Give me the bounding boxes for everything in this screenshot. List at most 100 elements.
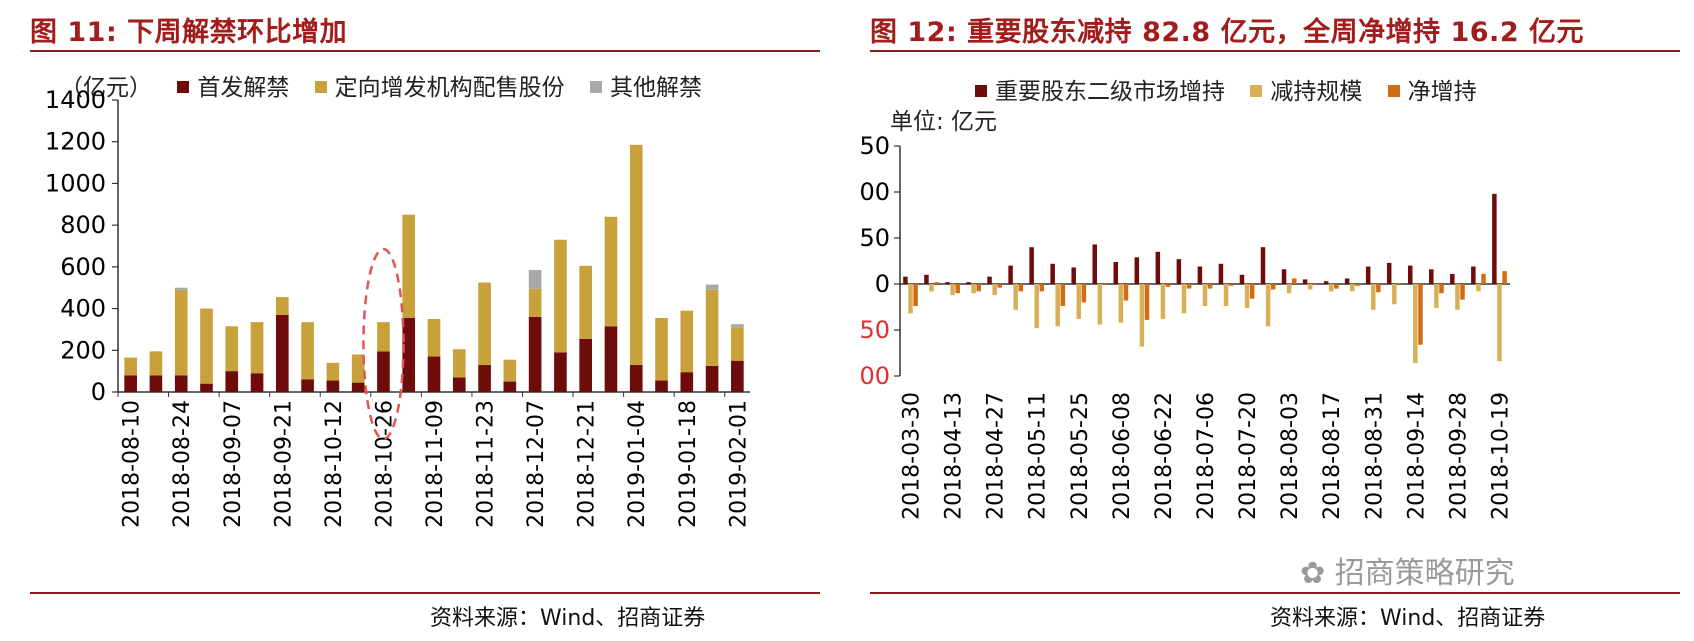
bar-placement	[579, 265, 592, 339]
y-tick-label: 200	[60, 336, 106, 364]
bar-net	[1481, 273, 1486, 284]
legend-item-reduction: 减持规模	[1250, 72, 1362, 106]
bar-major-increase	[1302, 279, 1308, 284]
bar-reduction	[1118, 284, 1124, 323]
left-source: 资料来源：Wind、招商证券	[430, 606, 706, 631]
bar-ipo	[528, 316, 542, 392]
bar-net	[976, 284, 981, 292]
x-tick-label: 2018-10-12	[322, 400, 347, 528]
x-tick-label: 2018-07-20	[1236, 392, 1261, 520]
legend-label-placement: 定向增发机构配售股份	[334, 75, 565, 101]
bar-reduction	[971, 284, 976, 294]
bar-major-increase	[1134, 257, 1140, 284]
x-tick-label: 2018-04-13	[942, 392, 967, 520]
x-tick-label: 2019-01-18	[676, 400, 701, 528]
bar-placement	[326, 362, 340, 381]
bar-other	[174, 287, 188, 290]
bar-net	[1334, 284, 1339, 289]
bar-net	[913, 284, 918, 307]
bar-placement	[174, 289, 188, 376]
bar-ipo	[680, 372, 694, 392]
bar-major-increase	[945, 282, 950, 284]
right-chart-panel: 图 12: 重要股东减持 82.8 亿元，全周净增持 16.2 亿元 重要股东二…	[860, 0, 1694, 641]
y-tick-label: -100	[860, 362, 890, 390]
bar-major-increase	[1113, 261, 1119, 284]
bar-major-increase	[1092, 244, 1097, 284]
bar-placement	[503, 359, 517, 382]
bar-net	[1502, 271, 1507, 284]
bar-net	[1291, 278, 1297, 284]
x-tick-label: 2018-09-14	[1404, 392, 1429, 520]
bar-major-increase	[1471, 266, 1476, 284]
bar-net	[955, 284, 960, 294]
bar-placement	[124, 357, 137, 376]
bar-reduction	[1265, 284, 1271, 327]
legend-item-other: 其他解禁	[589, 68, 702, 102]
watermark: ✿ 招商策略研究	[1300, 548, 1515, 592]
bar-net	[1249, 284, 1255, 299]
x-tick-label: 2018-10-19	[1488, 392, 1513, 520]
y-tick-label: 1400	[45, 86, 106, 114]
right-source: 资料来源：Wind、招商证券	[1270, 606, 1546, 631]
bar-ipo	[604, 326, 618, 392]
y-tick-label: 1200	[45, 128, 106, 156]
bar-major-increase	[1218, 263, 1224, 284]
bar-placement	[301, 322, 314, 380]
bar-net	[1018, 284, 1024, 292]
x-tick-label: 2018-09-21	[271, 400, 296, 528]
bar-major-increase	[1155, 251, 1161, 284]
right-chart-svg: -100 -50 0 50 100 150 2018-03-30 2018-04-13 2018…	[860, 132, 1513, 520]
bar-net	[1228, 284, 1234, 286]
bar-ipo	[503, 381, 517, 392]
bar-major-increase	[1197, 266, 1203, 284]
legend-item-ipo: 首发解禁	[177, 68, 289, 102]
bar-reduction	[929, 284, 934, 292]
bar-reduction	[992, 284, 997, 296]
bar-net	[934, 282, 939, 284]
x-tick-label: 2018-10-26	[372, 400, 397, 528]
bar-net	[1186, 284, 1192, 289]
bar-major-increase	[924, 274, 929, 284]
bar-ipo	[478, 364, 491, 392]
bar-ipo	[149, 375, 163, 392]
watermark-text: 招商策略研究	[1334, 556, 1515, 591]
bar-ipo	[351, 382, 365, 392]
legend-item-major-increase: 重要股东二级市场增持	[975, 72, 1225, 106]
right-title-rule	[870, 50, 1680, 52]
bar-net	[1460, 284, 1465, 300]
bar-reduction	[950, 284, 955, 296]
bar-reduction	[1244, 284, 1250, 308]
x-tick-label: 2018-11-23	[474, 400, 499, 528]
bar-major-increase	[1239, 274, 1245, 284]
bar-major-increase	[1344, 278, 1350, 284]
bar-reduction	[1307, 284, 1313, 290]
bar-placement	[427, 319, 441, 357]
bar-ipo	[326, 380, 340, 392]
bar-placement	[604, 216, 618, 327]
legend-label-other: 其他解禁	[609, 75, 702, 101]
bar-reduction	[1392, 284, 1397, 305]
x-tick-label: 2019-02-01	[726, 400, 751, 528]
left-legend: （亿元） 首发解禁 定向增发机构配售股份 其他解禁	[60, 68, 720, 102]
y-tick-label: 100	[860, 178, 890, 206]
bar-placement	[452, 349, 466, 378]
bar-placement	[276, 297, 289, 315]
bar-major-increase	[1450, 273, 1455, 284]
x-tick-label: 2018-09-07	[221, 400, 246, 528]
bar-reduction	[1055, 284, 1061, 327]
bar-reduction	[1413, 284, 1418, 364]
bar-major-increase	[1050, 263, 1055, 284]
bar-net	[1060, 284, 1066, 307]
bar-major-increase	[966, 282, 971, 284]
legend-label-reduction: 减持规模	[1270, 79, 1363, 105]
bar-net	[1439, 284, 1444, 294]
bar-placement	[351, 354, 365, 383]
bar-ipo	[200, 383, 213, 392]
bar-major-increase	[1407, 265, 1413, 284]
bar-reduction	[1076, 284, 1082, 319]
bar-net	[1102, 284, 1108, 285]
bar-placement	[528, 288, 542, 317]
bar-major-increase	[1323, 281, 1329, 284]
bar-ipo	[225, 371, 239, 392]
bar-placement	[655, 317, 668, 381]
